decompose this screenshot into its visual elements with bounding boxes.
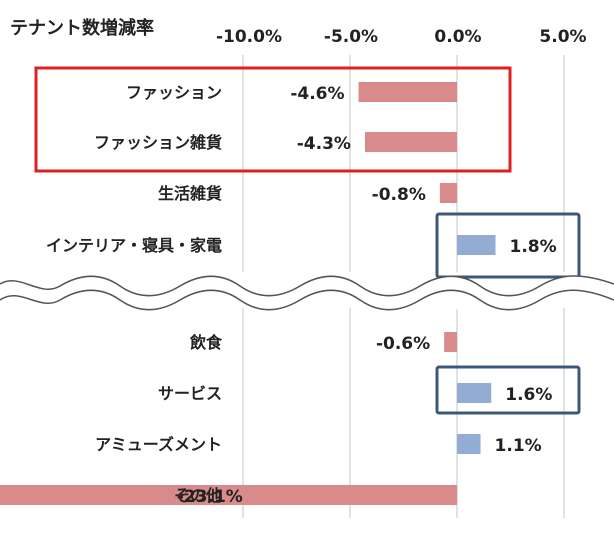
highlight-box-service	[435, 365, 581, 415]
bar	[364, 132, 457, 152]
highlight-box-interior	[435, 212, 581, 279]
data-label: -0.8%	[372, 185, 426, 205]
axis-break-line-bottom	[0, 289, 614, 311]
bar	[439, 183, 457, 203]
x-tick-label: 0.0%	[434, 27, 481, 47]
data-label: -4.6%	[290, 84, 344, 104]
data-label: 1.1%	[495, 436, 542, 456]
x-tick-label: -10.0%	[216, 27, 282, 47]
axis-break-line-top	[0, 275, 614, 297]
highlight-box-fashion	[34, 66, 512, 173]
data-label: 1.8%	[510, 237, 557, 257]
bar	[457, 383, 492, 403]
category-label: 飲食	[189, 333, 223, 352]
bar	[358, 82, 457, 102]
x-tick-label: 5.0%	[539, 27, 586, 47]
category-label: その他	[174, 486, 222, 505]
category-label: インテリア・寝具・家電	[46, 236, 222, 255]
category-label: 生活雑貨	[158, 184, 222, 203]
highlight-boxes	[34, 66, 581, 415]
data-label: -4.3%	[297, 134, 351, 154]
data-label: 1.6%	[505, 385, 552, 405]
bar	[457, 434, 481, 454]
category-label: ファッション雑貨	[94, 133, 222, 152]
category-label: アミューズメント	[95, 435, 222, 454]
axis-break	[0, 275, 614, 311]
x-tick-labels: -10.0% -5.0% 0.0% 5.0%	[216, 27, 587, 47]
category-label: サービス	[158, 384, 222, 403]
bar	[457, 235, 496, 255]
x-tick-label: -5.0%	[324, 27, 378, 47]
chart-title: テナント数増減率	[10, 17, 154, 39]
category-label: ファッション	[126, 83, 222, 102]
bar	[0, 485, 457, 505]
bars	[0, 82, 496, 505]
axis-break-fill	[0, 275, 614, 310]
data-label: -23.1%	[177, 487, 243, 507]
data-label: -0.6%	[376, 334, 430, 354]
labels: ファッション -4.6% ファッション雑貨 -4.3% 生活雑貨 -0.8% インテリア・寝…	[46, 83, 557, 507]
bar	[444, 332, 457, 352]
